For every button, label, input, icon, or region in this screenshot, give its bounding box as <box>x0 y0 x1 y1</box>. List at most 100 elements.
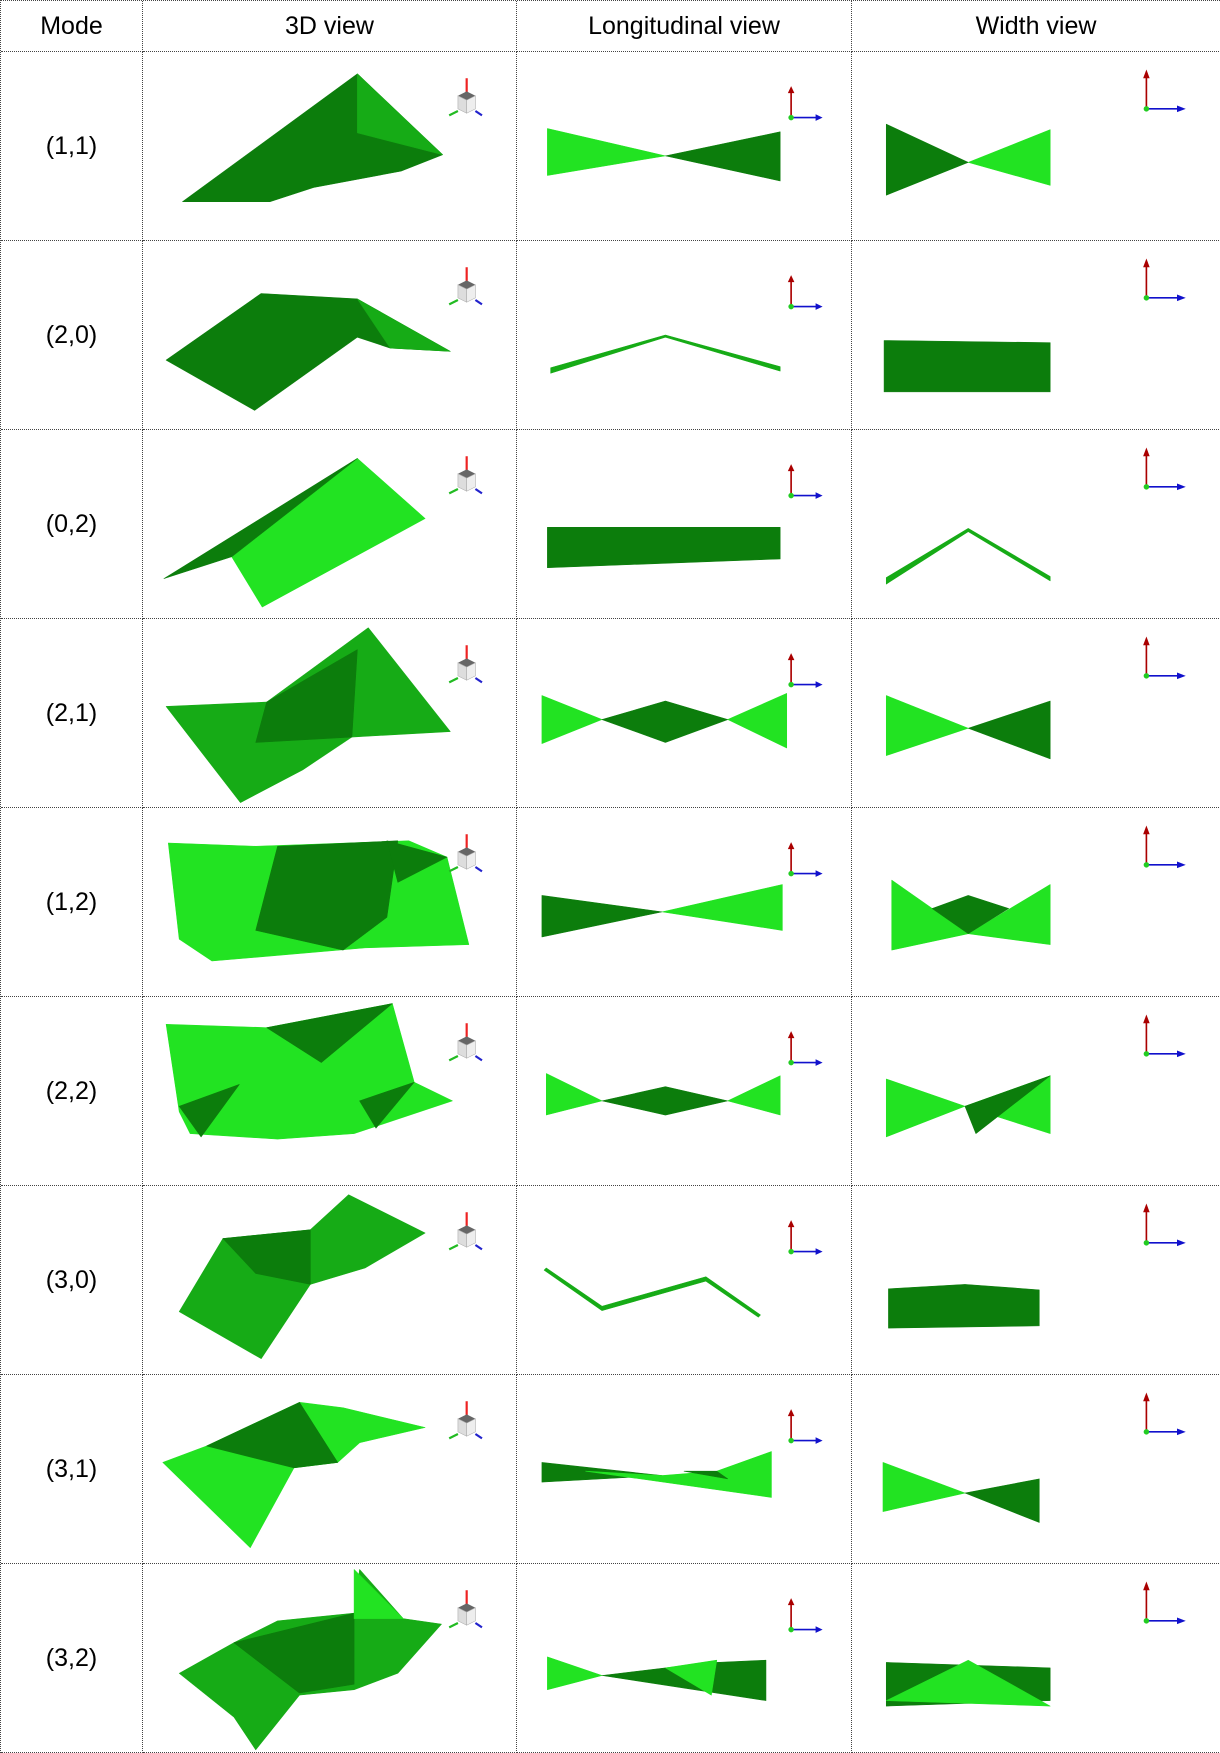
axis-x <box>788 303 794 310</box>
mesh-face <box>357 73 443 156</box>
cube-right <box>466 662 476 681</box>
mesh-face <box>882 1462 966 1512</box>
axis-z-head <box>1143 636 1150 646</box>
cube-top <box>457 1603 476 1613</box>
view-longitudinal <box>517 808 852 997</box>
mesh-face <box>727 693 788 749</box>
cube-y <box>474 1622 483 1629</box>
axis-x <box>788 1248 794 1255</box>
axis-y-head <box>1177 294 1186 302</box>
view-3d <box>143 430 517 619</box>
view-cube <box>448 834 483 873</box>
mode-shape <box>882 1392 1186 1523</box>
axis-y-head <box>1177 861 1186 869</box>
cube-right <box>466 1040 476 1059</box>
mesh-face <box>585 1451 772 1498</box>
mode-shape <box>546 1031 823 1116</box>
axis-y-head <box>1177 1428 1186 1436</box>
axis-x <box>1143 862 1150 868</box>
cube-x <box>448 1055 459 1062</box>
view-width <box>852 1564 1220 1753</box>
cube-x <box>448 866 459 873</box>
view-width <box>852 430 1220 619</box>
view-cube <box>448 1590 483 1629</box>
mode-shape <box>543 1220 823 1318</box>
mode-shape <box>547 1598 823 1701</box>
axis-x <box>788 681 794 688</box>
mode-label: (2,1) <box>1 619 143 808</box>
mode-label: (2,2) <box>1 997 143 1186</box>
view-longitudinal <box>517 997 852 1186</box>
mesh-face <box>601 1659 767 1701</box>
axis-y-head <box>1177 105 1186 113</box>
view-longitudinal <box>517 241 852 430</box>
view-cube <box>448 78 483 117</box>
mesh-face <box>665 131 781 182</box>
view-3d <box>143 808 517 997</box>
axis-y-head <box>815 492 823 499</box>
axis-z-head <box>787 842 795 850</box>
cube-y <box>474 1433 483 1440</box>
mode-label: (0,2) <box>1 430 143 619</box>
axis-z-head <box>1143 1581 1150 1591</box>
mode-shape <box>885 447 1186 585</box>
axis-x <box>788 870 794 877</box>
axis-z-head <box>1143 447 1150 457</box>
mesh-face <box>885 1078 966 1138</box>
mesh-face <box>727 1075 781 1116</box>
mode-shape <box>541 653 823 749</box>
mesh-face <box>206 1402 338 1469</box>
mesh-face <box>888 1284 1040 1329</box>
mesh-face <box>266 1003 393 1063</box>
mode-label: (3,0) <box>1 1186 143 1375</box>
view-width <box>852 1375 1220 1564</box>
cube-right <box>466 95 476 114</box>
axis-y-head <box>815 114 823 121</box>
mode-label: (1,1) <box>1 52 143 241</box>
mesh-face <box>359 1081 415 1129</box>
cube-y <box>474 110 483 117</box>
axis-z-head <box>787 275 795 283</box>
mesh-face <box>683 1470 728 1480</box>
cube-x <box>448 677 459 684</box>
mode-shape <box>885 1014 1186 1138</box>
cube-x <box>448 1244 459 1251</box>
mode-shape <box>178 1569 483 1751</box>
view-3d <box>143 1564 517 1753</box>
axis-x <box>1143 1429 1150 1435</box>
cube-right <box>466 1229 476 1248</box>
view-3d <box>143 52 517 241</box>
axis-triad <box>1143 825 1186 869</box>
cube-y <box>474 299 483 306</box>
mesh-face <box>550 334 781 374</box>
header-cell: 3D view <box>143 1 517 52</box>
axis-x <box>1143 106 1150 112</box>
axis-y-head <box>815 681 823 688</box>
mesh-face <box>546 1073 603 1116</box>
axis-z-head <box>787 1220 795 1228</box>
axis-z-head <box>787 1409 795 1417</box>
cube-y <box>474 488 483 495</box>
axis-y-head <box>815 870 823 877</box>
mesh-face <box>163 458 358 579</box>
mesh-face <box>967 884 1051 945</box>
mesh-face <box>661 884 783 931</box>
axis-triad <box>787 1598 823 1633</box>
view-cube <box>448 267 483 306</box>
cube-x <box>448 110 459 117</box>
axis-triad <box>787 653 823 688</box>
cube-y <box>474 1244 483 1251</box>
cube-y <box>474 866 483 873</box>
view-longitudinal <box>517 430 852 619</box>
mode-shape <box>891 825 1186 951</box>
mode-shape <box>168 834 483 962</box>
axis-x <box>788 492 794 499</box>
axis-triad <box>787 1220 823 1255</box>
cube-x <box>448 1622 459 1629</box>
axis-z-head <box>1143 1203 1150 1213</box>
header-cell: Width view <box>852 1 1220 52</box>
view-3d <box>143 619 517 808</box>
cube-y <box>474 677 483 684</box>
view-width <box>852 52 1220 241</box>
